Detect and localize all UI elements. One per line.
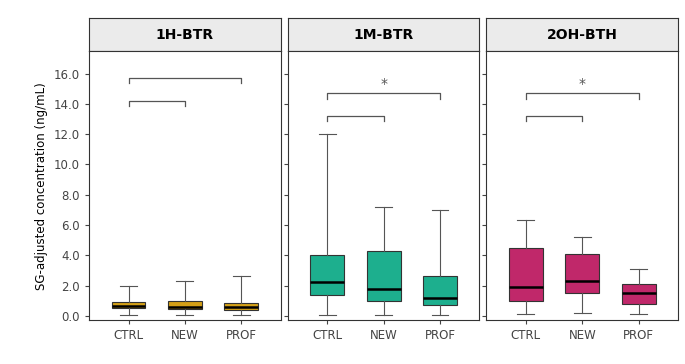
Text: *: * [380, 77, 387, 91]
PathPatch shape [225, 303, 258, 310]
Text: 2OH-BTH: 2OH-BTH [547, 28, 618, 41]
Text: 1H-BTR: 1H-BTR [156, 28, 214, 41]
PathPatch shape [622, 284, 656, 304]
PathPatch shape [423, 276, 457, 305]
PathPatch shape [366, 251, 401, 301]
PathPatch shape [310, 255, 344, 294]
Text: 1M-BTR: 1M-BTR [353, 28, 414, 41]
Text: *: * [579, 77, 586, 91]
PathPatch shape [168, 301, 202, 309]
PathPatch shape [112, 302, 145, 308]
Y-axis label: SG-adjusted concentration (ng/mL): SG-adjusted concentration (ng/mL) [36, 82, 49, 289]
PathPatch shape [565, 254, 599, 293]
PathPatch shape [509, 248, 543, 301]
